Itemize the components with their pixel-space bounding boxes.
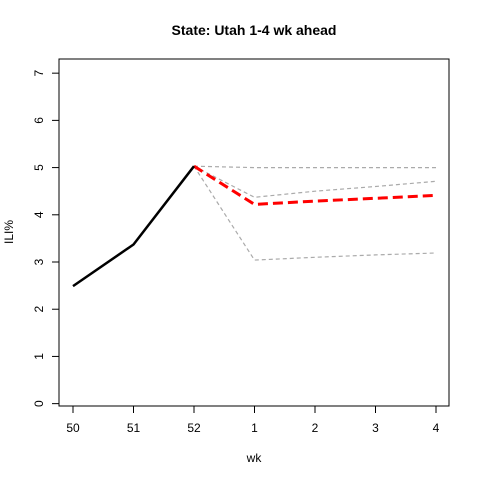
x-tick-label: 1 (251, 421, 258, 435)
y-tick-label: 4 (32, 211, 46, 218)
y-tick-label: 6 (32, 117, 46, 124)
y-tick-label: 3 (32, 258, 46, 265)
x-axis: 50 51 52 1 2 3 4 (66, 405, 440, 435)
y-axis-label: ILI% (2, 220, 16, 244)
y-tick-label: 0 (32, 400, 46, 407)
x-tick-label: 52 (187, 421, 201, 435)
series-line-1 (193, 165, 436, 169)
x-tick-label: 3 (372, 421, 379, 435)
plot-frame (58, 58, 450, 407)
series-layer (72, 164, 437, 288)
x-axis-label: wk (246, 451, 263, 465)
x-tick-label: 51 (127, 421, 141, 435)
y-axis: 0 1 2 3 4 5 6 7 (32, 70, 60, 407)
series-line-2 (193, 165, 437, 198)
chart-title: State: Utah 1-4 wk ahead (172, 22, 337, 38)
x-tick-label: 50 (66, 421, 80, 435)
series-line-3 (193, 165, 437, 261)
y-tick-label: 1 (32, 353, 46, 360)
y-tick-label: 7 (32, 70, 46, 77)
x-tick-label: 4 (433, 421, 440, 435)
y-tick-label: 2 (32, 306, 46, 313)
series-line-0 (72, 165, 195, 288)
y-tick-label: 5 (32, 164, 46, 171)
x-tick-label: 2 (312, 421, 319, 435)
series-line-4 (193, 164, 437, 206)
